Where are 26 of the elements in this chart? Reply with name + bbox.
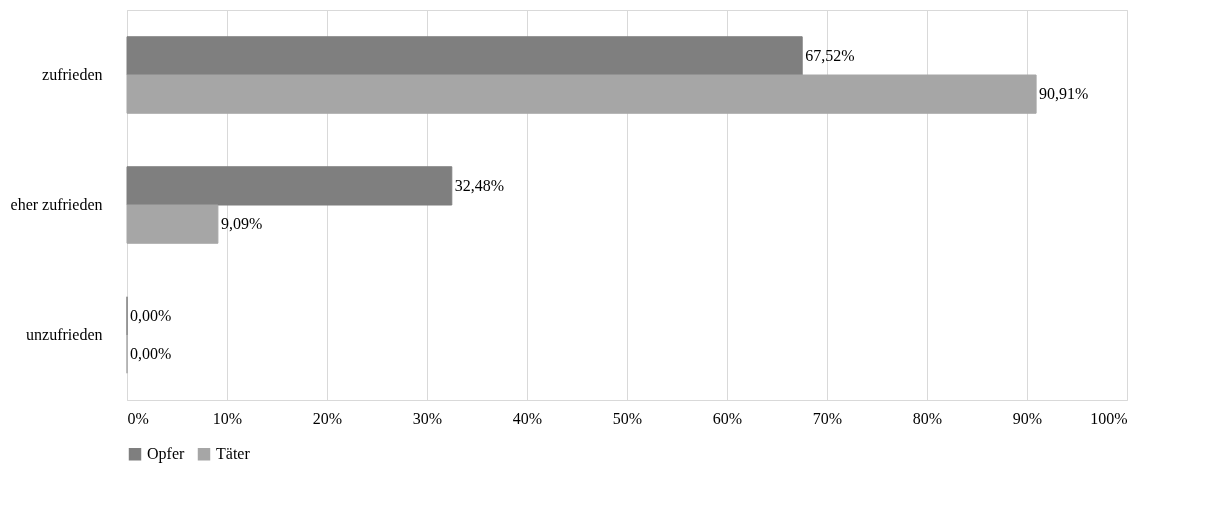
bar (126, 166, 453, 206)
legend-label: Opfer (147, 445, 185, 464)
x-tick-label: 80% (912, 409, 943, 427)
data-label: 0,00% (130, 306, 172, 324)
bar (126, 204, 219, 244)
x-tick-label: 50% (612, 409, 643, 427)
bar (126, 36, 803, 76)
data-label: 90,91% (1039, 85, 1089, 103)
x-tick-label: 10% (212, 409, 243, 427)
data-label: 9,09% (220, 215, 263, 233)
x-tick-label: 90% (1012, 409, 1043, 427)
y-tick-label: eher zufrieden (10, 196, 103, 213)
x-tick-label: 20% (312, 409, 343, 427)
y-tick-label: zufrieden (42, 66, 103, 83)
x-tick-label: 0% (127, 409, 149, 427)
x-tick-label: 30% (412, 409, 443, 427)
legend-label: Täter (216, 445, 251, 463)
data-label: 67,52% (805, 46, 855, 64)
x-tick-label: 100% (1090, 409, 1128, 427)
data-label: 32,48% (454, 176, 505, 194)
x-tick-label: 70% (812, 409, 843, 427)
y-tick-label: unzufrieden (26, 326, 103, 343)
x-tick-label: 40% (512, 409, 543, 427)
x-tick-label: 60% (712, 409, 743, 427)
bar (126, 74, 1037, 114)
data-label: 0,00% (130, 345, 172, 363)
